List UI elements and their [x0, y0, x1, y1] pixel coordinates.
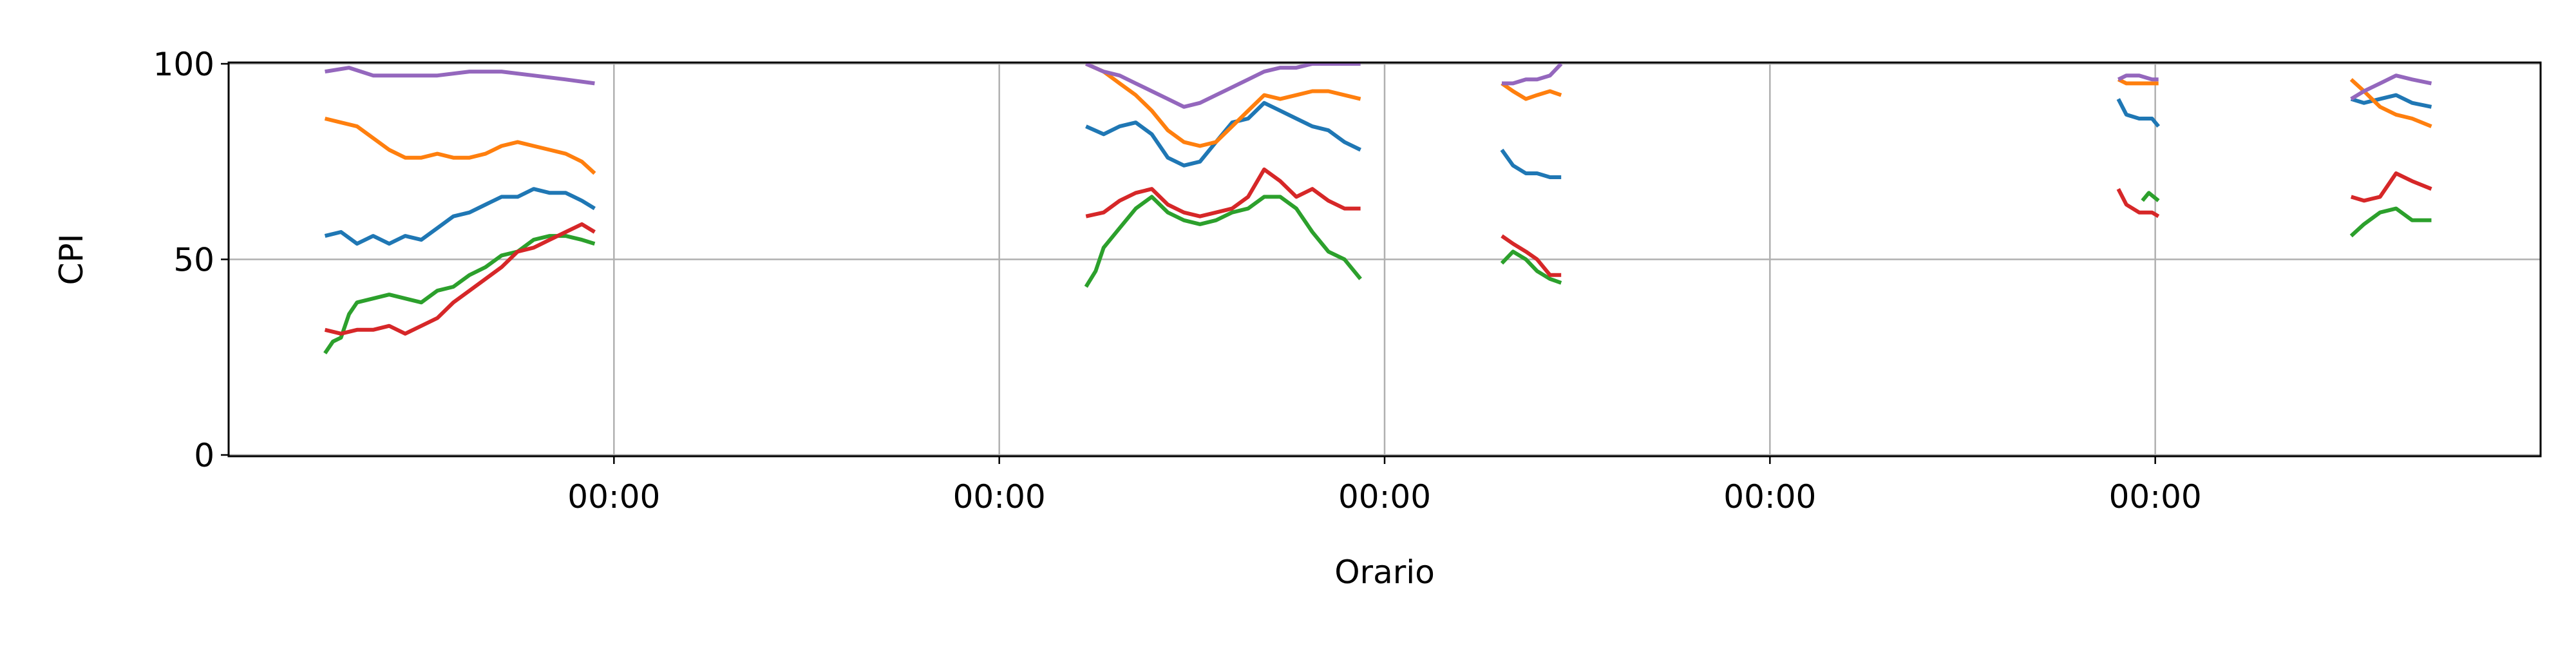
series-layer	[323, 62, 2432, 354]
series-1-line-segment	[1500, 148, 1562, 179]
y-tick-label: 0	[194, 437, 214, 474]
series-5-line-segment	[1085, 62, 1361, 109]
y-tick-label: 100	[153, 46, 214, 83]
y-axis-label: CPI	[53, 234, 90, 285]
series-2-line-segment	[2349, 78, 2432, 128]
series-4-line-segment	[324, 222, 596, 336]
y-tick-label: 50	[173, 242, 214, 279]
series-4-line-segment	[2116, 188, 2160, 218]
ticks-layer: 0 50 100 00:00 00:00 00:00 00:00 00:00	[153, 46, 2202, 516]
series-3-line-segment	[1084, 195, 1362, 288]
x-tick-label: 00:00	[2109, 478, 2202, 516]
series-3-line-segment	[2349, 206, 2432, 238]
series-3-line-segment	[2141, 191, 2160, 202]
grid-layer	[229, 63, 2541, 456]
x-tick-label: 00:00	[1723, 478, 1816, 516]
series-2-line-segment	[2117, 77, 2159, 86]
series-1-line-segment	[2116, 98, 2161, 128]
series-5-line-segment	[2350, 73, 2432, 101]
x-axis-label: Orario	[1334, 554, 1435, 591]
series-2-line-segment	[324, 117, 596, 175]
series-3-line-segment	[1500, 249, 1562, 285]
series-5-line-segment	[1502, 62, 1563, 86]
series-5-line-segment	[2117, 73, 2159, 82]
series-2-line-segment	[1085, 62, 1361, 148]
x-tick-label: 00:00	[567, 478, 660, 516]
series-4-line-segment	[1085, 167, 1361, 218]
series-4-line-segment	[2350, 171, 2432, 203]
series-5-line-segment	[325, 66, 595, 86]
series-1-line-segment	[2350, 93, 2432, 109]
x-tick-label: 00:00	[953, 478, 1046, 516]
series-3-line-segment	[323, 234, 596, 354]
series-2-line-segment	[1501, 81, 1562, 101]
x-tick-label: 00:00	[1338, 478, 1431, 516]
series-1-line-segment	[324, 187, 596, 246]
series-4-line-segment	[1501, 234, 1562, 277]
